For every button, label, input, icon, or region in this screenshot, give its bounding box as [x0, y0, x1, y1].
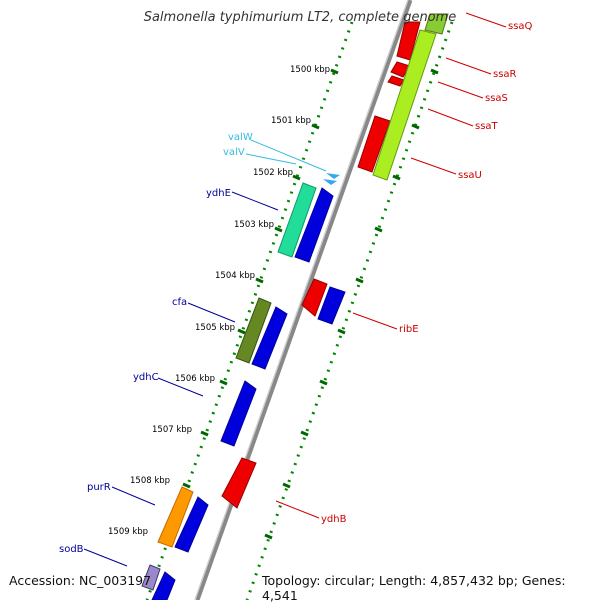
inner-tick	[374, 226, 383, 233]
ruler-tick-1504	[255, 277, 264, 284]
leader-valW	[250, 139, 327, 172]
leader-ydhC	[157, 377, 204, 397]
gene-cfa-olive[interactable]	[235, 297, 272, 364]
gene-label-ssaU[interactable]: ssaU	[458, 170, 482, 181]
gene-label-ydhB[interactable]: ydhB	[321, 514, 347, 525]
accession-text: Accession: NC_003197	[9, 573, 152, 588]
leader-ssaU	[410, 157, 457, 175]
gene-label-ssaT[interactable]: ssaT	[475, 121, 499, 132]
forward-genes	[141, 173, 340, 600]
inner-tick	[337, 328, 346, 335]
reverse-genes	[221, 13, 449, 509]
gene-label-sodB[interactable]: sodB	[59, 544, 84, 555]
inner-tick	[282, 482, 291, 489]
inner-tick	[392, 174, 401, 181]
inner-tick	[411, 123, 420, 130]
gene-ydhE-arrow-green[interactable]	[277, 182, 317, 258]
leader-ydhB	[275, 500, 320, 519]
leader-ssaS	[437, 81, 484, 99]
map-title: Salmonella typhimurium LT2, complete gen…	[143, 10, 457, 25]
inner-tick	[264, 533, 273, 540]
inner-tick	[430, 68, 439, 75]
gene-label-cfa[interactable]: cfa	[172, 297, 187, 308]
leader-cfa	[187, 302, 236, 323]
ruler-label: 1503 kbp	[234, 220, 274, 230]
ruler-label: 1508 kbp	[130, 476, 170, 486]
gene-purR-blue[interactable]	[174, 496, 209, 553]
gene-purR-orange[interactable]	[157, 486, 194, 548]
gene-ydhC-blue[interactable]	[220, 380, 257, 447]
leader-ydhE	[231, 191, 279, 211]
inner-tick	[319, 379, 328, 386]
inner-tick	[300, 430, 309, 437]
tRNA-valV-marker[interactable]	[323, 179, 337, 185]
leader-sodB	[83, 548, 128, 567]
ruler-tick-1505	[237, 328, 246, 335]
leader-ssaT	[427, 108, 474, 127]
ruler-label: 1505 kbp	[195, 323, 235, 333]
inner-dotted-track	[245, 21, 454, 600]
ruler-tick-1507	[200, 430, 209, 437]
leader-purR	[111, 486, 156, 506]
ruler-label: 1504 kbp	[215, 271, 255, 281]
ruler-tick-1506	[219, 379, 228, 386]
gene-label-ydhC[interactable]: ydhC	[133, 372, 159, 383]
right-gene-labels: ssaQ ssaR ssaS ssaT ssaU ribE ydhB	[321, 21, 533, 525]
gene-ydhE-blue[interactable]	[294, 187, 334, 263]
leader-ssaR	[445, 57, 492, 75]
ruler-label: 1507 kbp	[152, 425, 192, 435]
gene-label-purR[interactable]: purR	[87, 482, 111, 493]
gene-label-ydhE[interactable]: ydhE	[206, 188, 231, 199]
ruler-label: 1501 kbp	[271, 116, 311, 126]
gene-cfa-blue[interactable]	[251, 306, 288, 370]
gene-ribE-blue[interactable]	[317, 286, 346, 325]
gene-ssaU-green[interactable]	[372, 29, 437, 181]
ruler-tick-1500	[330, 68, 339, 75]
outer-dotted-track	[145, 21, 354, 600]
ruler-tick-1503	[274, 226, 283, 233]
tRNA-valW-marker[interactable]	[326, 173, 340, 179]
left-gene-labels: valW valV ydhE cfa ydhC purR sodB	[59, 132, 253, 555]
gene-label-ssaQ[interactable]: ssaQ	[508, 21, 533, 32]
inner-track-ticks	[264, 68, 439, 540]
gene-label-ssaS[interactable]: ssaS	[485, 93, 508, 104]
ruler-label: 1509 kbp	[108, 527, 148, 537]
inner-tick	[355, 277, 364, 284]
leader-ribE	[352, 312, 398, 330]
ruler-tick-1502	[292, 174, 301, 181]
genome-backbone	[194, 0, 413, 600]
left-label-leaders	[83, 139, 327, 567]
topology-text: Topology: circular; Length: 4,857,432 bp…	[262, 573, 566, 603]
gene-ribE-red[interactable]	[301, 278, 328, 317]
leader-ssaQ	[465, 12, 507, 28]
gene-sodB-lavender[interactable]	[141, 564, 161, 591]
genome-backbone-highlight	[194, 0, 409, 600]
ruler-label: 1506 kbp	[175, 374, 215, 384]
gene-ydhB-red[interactable]	[221, 457, 257, 509]
dotted-tracks	[145, 21, 454, 600]
gene-sodB-blue[interactable]	[151, 571, 176, 600]
right-label-leaders	[275, 12, 507, 519]
ruler-label: 1500 kbp	[290, 65, 330, 75]
leader-valV	[245, 153, 297, 165]
gene-ssaS-red[interactable]	[387, 75, 405, 87]
gene-label-valV[interactable]: valV	[223, 147, 245, 158]
gene-label-ribE[interactable]: ribE	[399, 324, 419, 335]
gene-ssaR-red[interactable]	[390, 61, 411, 78]
gene-label-valW[interactable]: valW	[228, 132, 253, 143]
gene-ssaQ-green-top[interactable]	[424, 13, 449, 35]
ruler-tick-1508	[182, 482, 191, 489]
gene-label-ssaR[interactable]: ssaR	[493, 69, 517, 80]
ruler-label: 1502 kbp	[253, 168, 293, 178]
ruler-labels: 1500 kbp 1501 kbp 1502 kbp 1503 kbp 1504…	[108, 65, 330, 537]
ruler-tick-1501	[311, 123, 320, 130]
gene-ssaT-red[interactable]	[357, 115, 391, 173]
